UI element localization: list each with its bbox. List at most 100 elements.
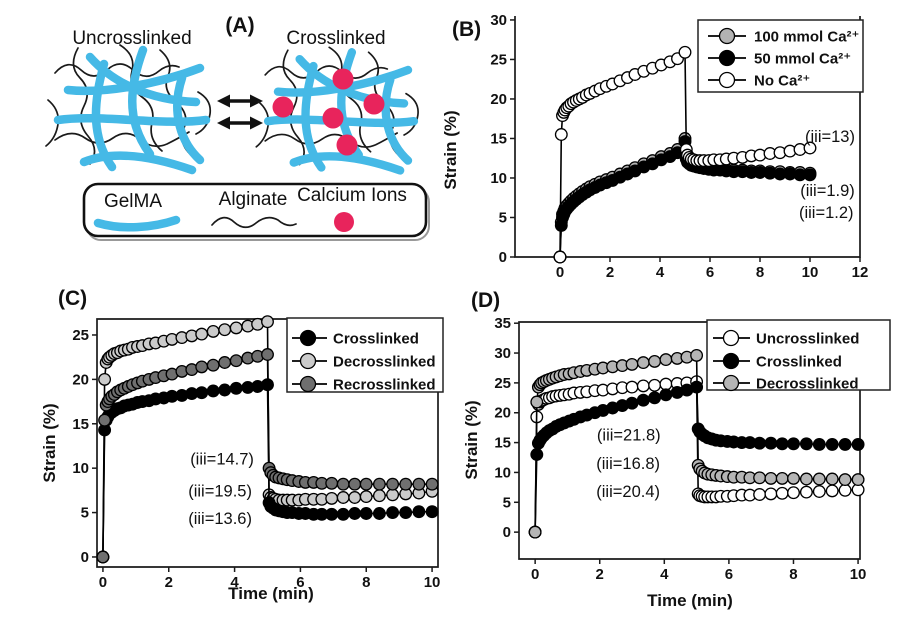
y-tick-label: 0 — [81, 549, 89, 566]
x-tick-label: 8 — [362, 574, 370, 591]
data-point-marker — [98, 413, 112, 427]
legend-marker-icon — [299, 352, 317, 370]
legend-marker-icon — [299, 329, 317, 347]
data-point-marker — [787, 437, 800, 451]
x-tick-label: 2 — [596, 566, 604, 583]
data-point-marker — [195, 386, 209, 400]
annotation: (iii=1.9) — [800, 182, 855, 200]
y-axis-title: Strain (%) — [40, 403, 59, 482]
x-tick-label: 2 — [606, 264, 614, 281]
data-point-marker — [399, 477, 413, 491]
x-tick-label: 10 — [424, 574, 441, 591]
legend-entry-label: Crosslinked — [333, 331, 419, 348]
data-point-marker — [348, 491, 362, 504]
data-point-marker — [218, 323, 232, 337]
data-point-marker — [399, 506, 413, 520]
data-point-marker — [825, 484, 839, 498]
data-point-marker — [812, 437, 826, 451]
data-point-marker — [636, 356, 650, 370]
data-point-marker — [659, 353, 673, 367]
data-point-marker — [825, 437, 839, 451]
chart-legend: 100 mmol Ca²⁺ 50 mmol Ca²⁺ No Ca²⁺ — [697, 19, 864, 93]
data-point-marker — [359, 477, 373, 491]
data-point-marker — [261, 315, 274, 329]
data-point-marker — [764, 436, 778, 450]
x-tick-label: 6 — [725, 566, 733, 583]
x-axis-title: Time (min) — [228, 584, 314, 603]
legend-marker-icon — [722, 329, 740, 347]
y-tick-label: 20 — [490, 91, 507, 108]
calcium-dot-icon — [334, 212, 354, 232]
y-tick-label: 20 — [72, 371, 89, 388]
y-tick-label: 10 — [490, 170, 507, 187]
legend-entry-label: No Ca²⁺ — [754, 73, 810, 90]
data-point-marker — [348, 477, 362, 491]
y-tick-label: 20 — [494, 405, 511, 422]
x-tick-label: 0 — [556, 264, 564, 281]
data-point-marker — [678, 45, 692, 59]
data-point-marker — [372, 507, 386, 520]
data-point-marker — [229, 354, 243, 368]
data-point-marker — [775, 486, 789, 500]
data-point-marker — [325, 507, 339, 521]
legend-entry-label: Uncrosslinked — [756, 331, 859, 348]
data-point-marker — [229, 321, 243, 335]
data-point-marker — [753, 488, 767, 501]
x-tick-label: 8 — [789, 566, 797, 583]
data-point-marker — [838, 437, 852, 451]
x-tick-label: 4 — [230, 574, 239, 591]
data-point-marker — [625, 357, 639, 371]
panel-a-schematic: Uncrosslinked (A) Crosslinked — [45, 14, 430, 241]
y-tick-label: 25 — [494, 375, 511, 392]
annotation: (iii=1.2) — [799, 204, 854, 222]
y-tick-label: 0 — [503, 524, 511, 541]
chart-panel-D: 0 2 4 6 8 10 0 5 10 15 20 25 30 35 Strain (%) Time (min… — [462, 315, 891, 610]
annotation: (iii=21.8) — [597, 426, 661, 444]
y-tick-label: 0 — [499, 249, 507, 266]
y-tick-label: 30 — [494, 345, 511, 362]
x-tick-label: 0 — [531, 566, 539, 583]
crosslinked-network — [256, 47, 418, 170]
data-point-marker — [348, 507, 362, 520]
data-point-marker — [359, 490, 373, 504]
legend-entry-label: Recrosslinked — [333, 377, 436, 394]
annotation: (iii=14.7) — [190, 450, 254, 468]
y-tick-label: 10 — [494, 464, 511, 481]
data-point-marker — [386, 488, 400, 502]
annotation: (iii=19.5) — [188, 482, 252, 500]
data-point-marker — [625, 380, 639, 394]
data-point-marker — [359, 507, 373, 520]
y-tick-label: 5 — [81, 505, 89, 522]
y-tick-label: 30 — [490, 12, 507, 29]
y-tick-label: 15 — [490, 130, 507, 147]
calcium-ion-dots — [272, 68, 385, 156]
series-Decrosslinked — [528, 348, 865, 539]
data-point-marker — [753, 471, 767, 485]
data-point-marker — [812, 485, 826, 498]
calcium-ions-legend-label: Calcium Ions — [297, 185, 407, 206]
legend-entry-label: 100 mmol Ca²⁺ — [754, 29, 859, 46]
x-tick-label: 0 — [99, 574, 107, 591]
x-tick-label: 2 — [165, 574, 173, 591]
legend-marker-icon — [718, 49, 736, 67]
data-point-marker — [648, 378, 662, 392]
data-point-marker — [229, 381, 243, 395]
data-point-marker — [325, 476, 339, 490]
legend-entry-label: Decrosslinked — [756, 376, 859, 393]
y-axis-title: Strain (%) — [441, 110, 460, 189]
legend-entry-label: Crosslinked — [756, 354, 842, 371]
data-point-marker — [648, 391, 662, 405]
data-point-marker — [787, 486, 800, 500]
gelma-swatch-icon — [93, 215, 181, 232]
data-point-marker — [775, 437, 789, 451]
data-point-marker — [553, 250, 567, 264]
panel-b-label: (B) — [452, 18, 482, 41]
y-tick-label: 15 — [494, 435, 511, 452]
x-tick-label: 6 — [706, 264, 714, 281]
data-point-marker — [372, 477, 386, 491]
uncrosslinked-title: Uncrosslinked — [72, 28, 191, 49]
data-point-marker — [764, 487, 778, 501]
chart-legend: Crosslinked Decrosslinked Recrosslinked — [286, 317, 444, 394]
y-tick-label: 35 — [494, 315, 511, 332]
panel-c-label: (C) — [58, 287, 88, 310]
